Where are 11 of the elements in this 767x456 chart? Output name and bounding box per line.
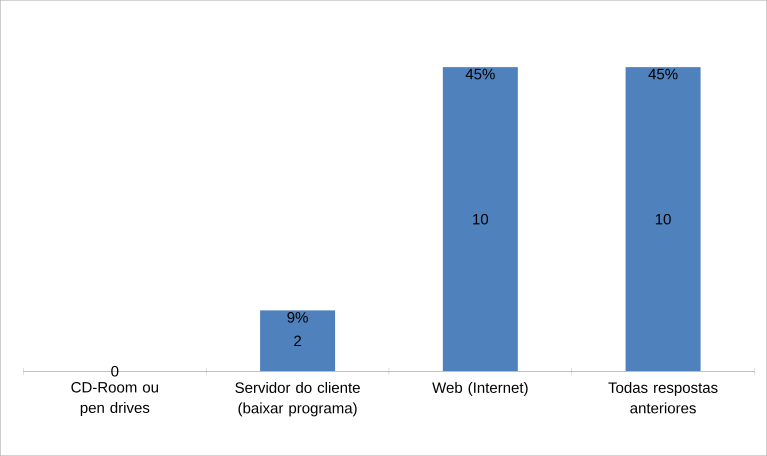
- data-label: 0: [111, 366, 118, 377]
- data-label: 10: [656, 214, 671, 224]
- x-tick-label: Servidor do cliente (baixar programa): [235, 382, 360, 416]
- annotation: 45%: [466, 68, 495, 80]
- x-tick-label: Todas respostas anteriores: [608, 382, 718, 414]
- data-label: 2: [294, 336, 302, 346]
- data-label: 10: [473, 214, 488, 224]
- annotation: 9%: [287, 312, 308, 323]
- x-tick-label: CD-Room ou pen drives: [71, 382, 158, 416]
- x-tick-label: Web (Internet): [432, 382, 528, 396]
- annotation: 45%: [648, 68, 678, 80]
